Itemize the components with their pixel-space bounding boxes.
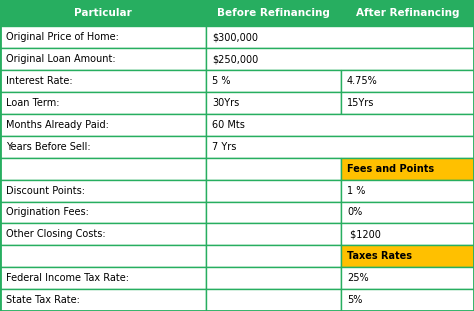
Bar xyxy=(206,136,474,158)
Text: Loan Term:: Loan Term: xyxy=(6,98,59,108)
Bar xyxy=(0,114,206,136)
Bar xyxy=(206,223,341,245)
Bar xyxy=(206,158,341,180)
Bar xyxy=(206,289,341,311)
Bar xyxy=(206,180,341,202)
Text: 5%: 5% xyxy=(347,295,362,305)
Bar xyxy=(206,267,341,289)
Text: 30Yrs: 30Yrs xyxy=(212,98,239,108)
Text: Discount Points:: Discount Points: xyxy=(6,186,85,196)
Text: 4.75%: 4.75% xyxy=(347,76,378,86)
Bar xyxy=(206,114,474,136)
Text: Original Price of Home:: Original Price of Home: xyxy=(6,32,118,42)
Bar xyxy=(341,180,474,202)
Bar xyxy=(341,289,474,311)
Bar xyxy=(341,70,474,92)
Bar xyxy=(206,26,474,48)
Bar xyxy=(206,202,341,223)
Bar xyxy=(0,48,206,70)
Text: After Refinancing: After Refinancing xyxy=(356,8,459,18)
Text: $250,000: $250,000 xyxy=(212,54,258,64)
Text: Other Closing Costs:: Other Closing Costs: xyxy=(6,230,105,239)
Text: Federal Income Tax Rate:: Federal Income Tax Rate: xyxy=(6,273,128,283)
Bar xyxy=(341,223,474,245)
Bar xyxy=(0,202,206,223)
Text: State Tax Rate:: State Tax Rate: xyxy=(6,295,80,305)
Text: Fees and Points: Fees and Points xyxy=(347,164,434,174)
Bar xyxy=(341,202,474,223)
Bar xyxy=(0,245,206,267)
Text: 1 %: 1 % xyxy=(347,186,365,196)
Bar xyxy=(0,0,206,26)
Text: 7 Yrs: 7 Yrs xyxy=(212,142,236,152)
Text: Origination Fees:: Origination Fees: xyxy=(6,207,89,217)
Bar xyxy=(206,92,341,114)
Text: $1200: $1200 xyxy=(347,230,381,239)
Text: Interest Rate:: Interest Rate: xyxy=(6,76,73,86)
Bar xyxy=(0,136,206,158)
Bar xyxy=(341,92,474,114)
Text: 0%: 0% xyxy=(347,207,362,217)
Text: Before Refinancing: Before Refinancing xyxy=(217,8,330,18)
Text: 5 %: 5 % xyxy=(212,76,230,86)
Bar xyxy=(341,158,474,180)
Bar xyxy=(0,70,206,92)
Text: $300,000: $300,000 xyxy=(212,32,258,42)
Bar xyxy=(206,48,474,70)
Bar xyxy=(341,245,474,267)
Text: Months Already Paid:: Months Already Paid: xyxy=(6,120,109,130)
Bar xyxy=(341,0,474,26)
Bar xyxy=(0,223,206,245)
Bar xyxy=(0,267,206,289)
Bar xyxy=(206,245,341,267)
Text: Particular: Particular xyxy=(74,8,132,18)
Bar xyxy=(0,26,206,48)
Text: 60 Mts: 60 Mts xyxy=(212,120,245,130)
Bar xyxy=(206,0,341,26)
Bar xyxy=(0,158,206,180)
Text: 15Yrs: 15Yrs xyxy=(347,98,374,108)
Text: Years Before Sell:: Years Before Sell: xyxy=(6,142,91,152)
Text: Original Loan Amount:: Original Loan Amount: xyxy=(6,54,115,64)
Text: Taxes Rates: Taxes Rates xyxy=(347,251,412,261)
Text: 25%: 25% xyxy=(347,273,369,283)
Bar xyxy=(0,180,206,202)
Bar xyxy=(0,289,206,311)
Bar xyxy=(206,70,341,92)
Bar xyxy=(341,267,474,289)
Bar xyxy=(0,92,206,114)
